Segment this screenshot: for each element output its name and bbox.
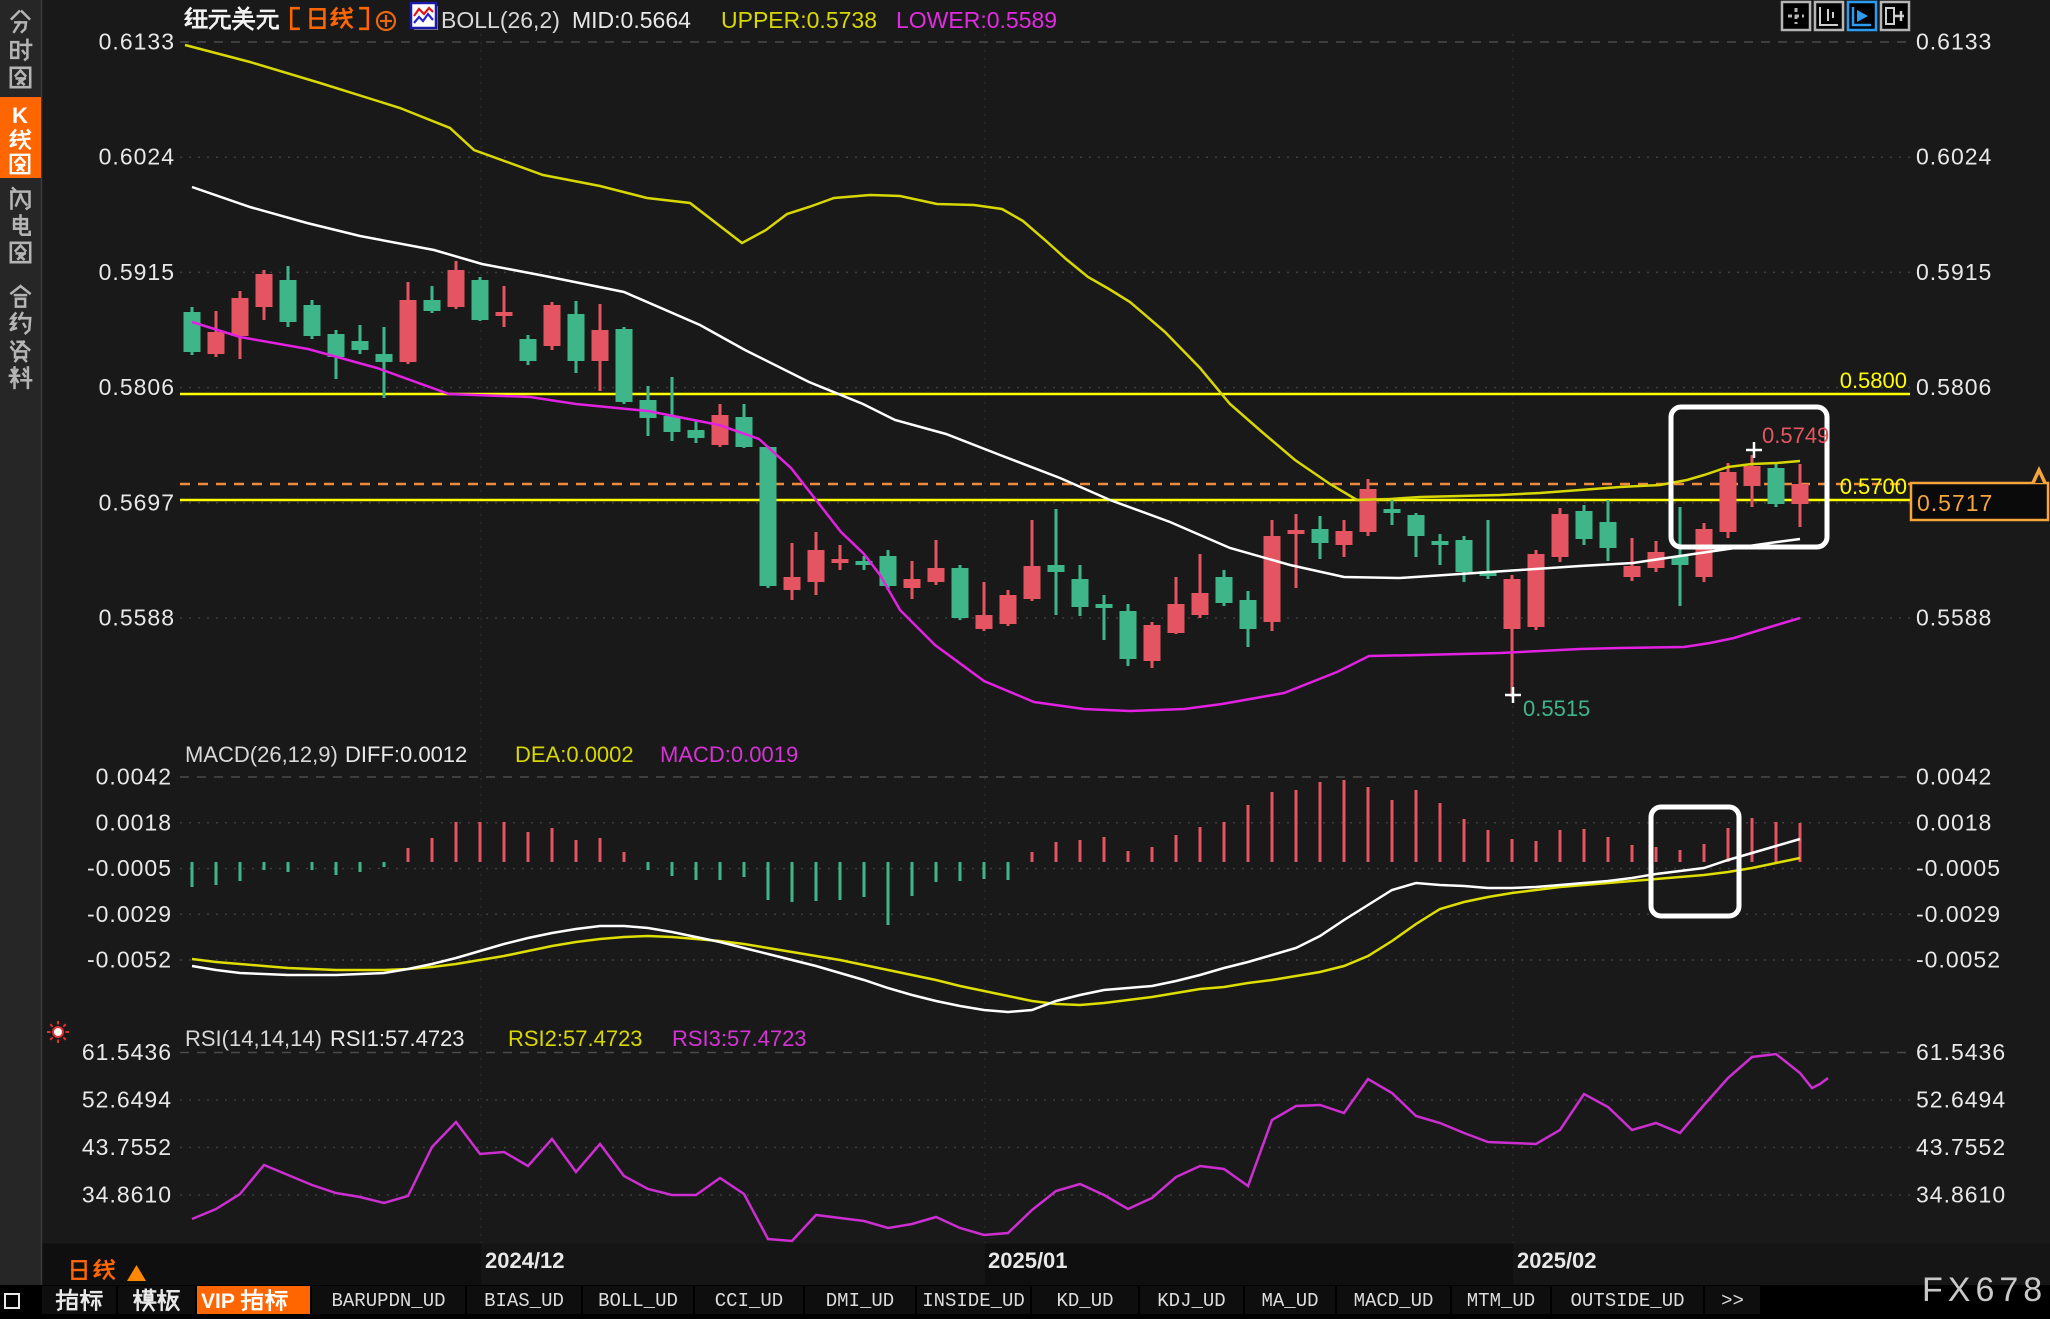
svg-text:34.8610: 34.8610 (82, 1182, 172, 1208)
svg-text:MACD(26,12,9): MACD(26,12,9) (185, 742, 338, 767)
svg-text:0.0042: 0.0042 (96, 764, 172, 790)
svg-text:2025/02: 2025/02 (1517, 1248, 1597, 1273)
svg-text:VIP: VIP (201, 1290, 235, 1313)
svg-text:0.5515: 0.5515 (1523, 696, 1590, 721)
svg-text:0.5806: 0.5806 (1916, 374, 1992, 400)
svg-text:MTM_UD: MTM_UD (1467, 1290, 1535, 1312)
svg-text:52.6494: 52.6494 (1916, 1087, 2006, 1113)
svg-text:0.5915: 0.5915 (99, 259, 175, 285)
svg-text:0.6024: 0.6024 (1916, 144, 1992, 170)
svg-text:-0.0029: -0.0029 (87, 901, 172, 927)
svg-text:BIAS_UD: BIAS_UD (484, 1290, 564, 1312)
svg-text:-0.0029: -0.0029 (1916, 901, 2001, 927)
svg-text:DMI_UD: DMI_UD (826, 1290, 894, 1312)
svg-text:BOLL_UD: BOLL_UD (598, 1290, 678, 1312)
svg-text:>>: >> (1721, 1290, 1744, 1312)
svg-text:MA_UD: MA_UD (1261, 1290, 1318, 1312)
svg-text:UPPER:0.5738: UPPER:0.5738 (721, 7, 877, 33)
svg-text:43.7552: 43.7552 (82, 1134, 172, 1160)
svg-text:RSI1:57.4723: RSI1:57.4723 (330, 1026, 465, 1051)
svg-text:RSI(14,14,14): RSI(14,14,14) (185, 1026, 322, 1051)
svg-text:INSIDE_UD: INSIDE_UD (922, 1290, 1025, 1312)
svg-text:0.5588: 0.5588 (1916, 605, 1992, 631)
svg-text:KD_UD: KD_UD (1056, 1290, 1113, 1312)
svg-text:MACD_UD: MACD_UD (1354, 1290, 1434, 1312)
svg-text:2025/01: 2025/01 (988, 1248, 1068, 1273)
svg-text:52.6494: 52.6494 (82, 1087, 172, 1113)
svg-text:-0.0005: -0.0005 (87, 855, 172, 881)
svg-text:RSI3:57.4723: RSI3:57.4723 (672, 1026, 807, 1051)
svg-text:61.5436: 61.5436 (1916, 1039, 2006, 1065)
svg-text:0.5697: 0.5697 (99, 489, 175, 515)
svg-text:FX678: FX678 (1922, 1271, 2047, 1309)
svg-text:K: K (12, 103, 28, 128)
svg-text:0.5749: 0.5749 (1762, 423, 1829, 448)
svg-text:-0.0052: -0.0052 (87, 947, 172, 973)
svg-text:0.0018: 0.0018 (96, 809, 172, 835)
svg-text:KDJ_UD: KDJ_UD (1157, 1290, 1225, 1312)
svg-text:-0.0052: -0.0052 (1916, 947, 2001, 973)
svg-text:LOWER:0.5589: LOWER:0.5589 (896, 7, 1057, 33)
svg-text:0.0042: 0.0042 (1916, 764, 1992, 790)
svg-text:BARUPDN_UD: BARUPDN_UD (331, 1290, 445, 1312)
svg-text:RSI2:57.4723: RSI2:57.4723 (508, 1026, 643, 1051)
svg-text:0.5806: 0.5806 (99, 374, 175, 400)
svg-text:CCI_UD: CCI_UD (715, 1290, 783, 1312)
svg-text:BOLL(26,2): BOLL(26,2) (441, 7, 560, 33)
svg-text:2024/12: 2024/12 (485, 1248, 565, 1273)
svg-text:-0.0005: -0.0005 (1916, 855, 2001, 881)
svg-text:MID:0.5664: MID:0.5664 (572, 7, 691, 33)
svg-text:0.5700: 0.5700 (1840, 474, 1907, 499)
svg-text:0.6133: 0.6133 (1916, 29, 1992, 55)
svg-text:0.6133: 0.6133 (99, 29, 175, 55)
svg-text:0.6024: 0.6024 (99, 144, 175, 170)
svg-text:DIFF:0.0012: DIFF:0.0012 (345, 742, 467, 767)
svg-text:0.5717: 0.5717 (1917, 490, 1993, 516)
svg-text:34.8610: 34.8610 (1916, 1182, 2006, 1208)
svg-text:0.5915: 0.5915 (1916, 259, 1992, 285)
svg-text:0.5800: 0.5800 (1840, 368, 1907, 393)
svg-text:0.0018: 0.0018 (1916, 809, 1992, 835)
svg-text:MACD:0.0019: MACD:0.0019 (660, 742, 798, 767)
svg-text:43.7552: 43.7552 (1916, 1134, 2006, 1160)
svg-text:OUTSIDE_UD: OUTSIDE_UD (1570, 1290, 1684, 1312)
svg-text:0.5588: 0.5588 (99, 605, 175, 631)
svg-text:DEA:0.0002: DEA:0.0002 (515, 742, 634, 767)
svg-text:61.5436: 61.5436 (82, 1039, 172, 1065)
